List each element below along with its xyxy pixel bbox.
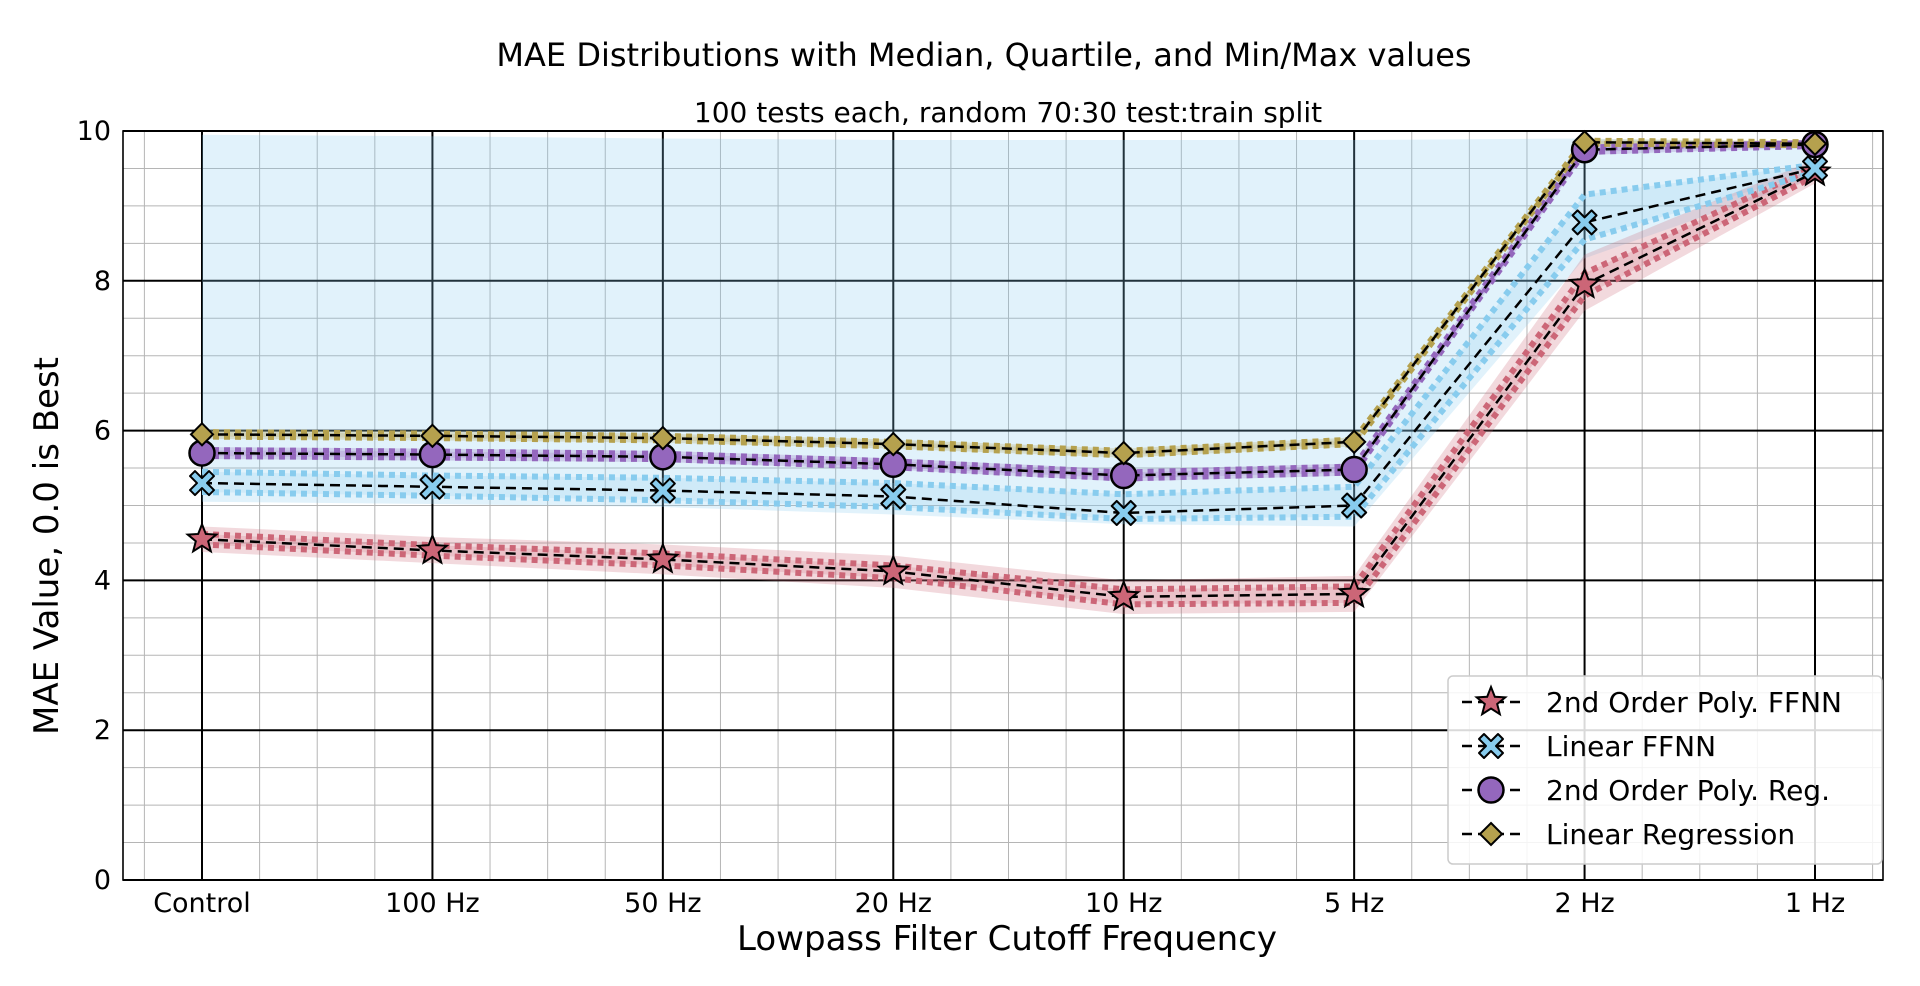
data-point-1-6	[1571, 209, 1598, 236]
x-tick-label: 5 Hz	[1324, 888, 1384, 919]
data-point-3-5	[1341, 429, 1367, 455]
x-tick-label: 1 Hz	[1785, 888, 1845, 919]
plot-frame	[122, 130, 1884, 881]
median-line-2	[201, 143, 1816, 477]
chart-subtitle: 100 tests each, random 70:30 test:train …	[694, 96, 1322, 129]
data-point-0-2	[645, 541, 680, 574]
quartile-high-line-3	[201, 137, 1816, 454]
data-point-1-3	[880, 483, 907, 510]
data-point-2-4	[1109, 461, 1138, 490]
y-tick-label: 0	[94, 865, 111, 896]
legend-marker-1	[1478, 733, 1504, 759]
data-point-2-5	[1340, 455, 1368, 484]
y-tick-label: 4	[94, 565, 111, 596]
x-tick-label: Control	[153, 888, 251, 919]
data-point-3-1	[420, 423, 445, 449]
legend-label-1: Linear FFNN	[1546, 730, 1716, 763]
legend-label-3: Linear Regression	[1546, 818, 1795, 851]
y-tick-label: 2	[94, 715, 111, 746]
x-tick-label: 10 Hz	[1085, 888, 1162, 919]
band-minmax-0	[202, 159, 1815, 615]
data-point-1-5	[1341, 492, 1368, 519]
legend-marker-2	[1477, 776, 1505, 804]
x-tick-label: 50 Hz	[624, 888, 701, 919]
data-point-1-1	[419, 473, 446, 500]
x-tick-label: 2 Hz	[1554, 888, 1614, 919]
band-minmax-1	[202, 134, 1815, 527]
y-tick-label: 8	[94, 266, 111, 297]
data-point-0-1	[415, 532, 450, 565]
x-tick-label: 100 Hz	[385, 888, 480, 919]
band-quartile-1	[202, 164, 1815, 519]
data-point-3-0	[189, 421, 215, 447]
series-lines	[201, 137, 1817, 608]
legend: 2nd Order Poly. FFNN Linear FFNN 2nd Order…	[1447, 675, 1883, 865]
data-point-3-2	[650, 425, 676, 451]
legend-label-2: 2nd Order Poly. Reg.	[1546, 774, 1830, 807]
data-point-1-4	[1110, 499, 1137, 526]
x-tick-label: 20 Hz	[855, 888, 932, 919]
data-point-0-6	[1567, 266, 1602, 299]
distribution-bands	[202, 134, 1815, 615]
data-point-3-3	[880, 431, 906, 457]
y-axis-label: MAE Value, 0.0 is Best	[27, 357, 67, 735]
data-point-1-2	[649, 477, 676, 504]
y-tick-label: 6	[94, 416, 111, 447]
quartile-low-line-1	[201, 169, 1816, 522]
x-axis-label: Lowpass Filter Cutoff Frequency	[737, 919, 1277, 959]
data-point-3-4	[1111, 440, 1137, 466]
y-tick-label: 10	[77, 116, 111, 147]
quartile-low-line-2	[201, 142, 1816, 482]
chart-title: MAE Distributions with Median, Quartile,…	[496, 36, 1471, 74]
y-tick-labels: 0 2 4 6 8 10	[77, 116, 111, 896]
quartile-high-line-1	[201, 161, 1816, 498]
x-tick-labels: Control 100 Hz 50 Hz 20 Hz 10 Hz 5 Hz 2 Hz 1 Hz	[153, 888, 1845, 919]
series-markers	[185, 129, 1832, 612]
data-point-0-0	[185, 521, 219, 554]
data-point-1-0	[189, 470, 215, 497]
data-point-0-3	[876, 553, 911, 586]
quartile-low-line-0	[201, 173, 1817, 608]
quartile-high-line-2	[201, 139, 1816, 476]
median-line-0	[201, 171, 1816, 599]
data-point-0-4	[1106, 579, 1141, 612]
median-line-3	[201, 140, 1816, 455]
legend-box	[1447, 675, 1883, 865]
data-point-1-7	[1802, 155, 1828, 182]
median-line-1	[201, 167, 1816, 515]
quartile-high-line-0	[201, 164, 1817, 593]
data-point-0-5	[1337, 576, 1372, 609]
data-point-3-6	[1572, 129, 1597, 155]
legend-label-0: 2nd Order Poly. FFNN	[1546, 686, 1842, 719]
legend-marker-0	[1474, 684, 1508, 717]
data-point-3-7	[1802, 131, 1828, 157]
legend-marker-3	[1478, 821, 1504, 847]
